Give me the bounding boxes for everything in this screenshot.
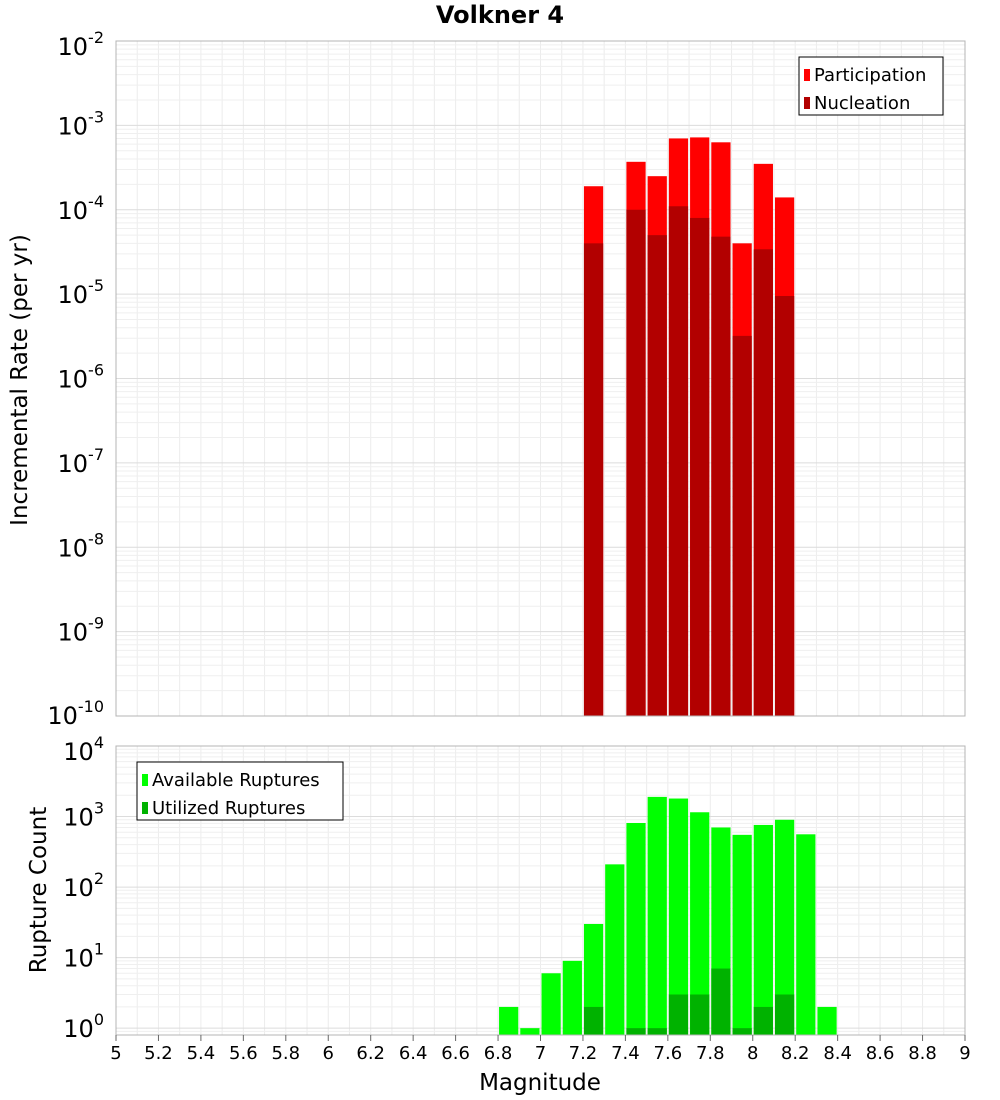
bar-available-ruptures <box>605 864 624 1035</box>
bar-nucleation <box>690 218 709 716</box>
y-tick-label: 10-8 <box>58 529 105 562</box>
bar-available-ruptures <box>796 834 815 1035</box>
x-tick-label: 7 <box>535 1043 546 1064</box>
top-plot-area: 10-10 10-9 10-8 10-7 10-6 10-5 10-4 10-3 10-2 Par… <box>47 28 965 730</box>
y-tick-labels: 100 101 102 103 104 <box>63 733 104 1043</box>
bar-available-ruptures <box>648 797 667 1035</box>
legend-swatch <box>142 774 148 786</box>
x-tick-label: 7.6 <box>654 1043 683 1064</box>
legend: Available Ruptures Utilized Ruptures <box>137 762 343 820</box>
x-tick-label: 5.2 <box>144 1043 173 1064</box>
y-tick-label: 104 <box>63 733 104 766</box>
bar-available-ruptures <box>499 1007 518 1035</box>
x-tick-label: 6.6 <box>441 1043 470 1064</box>
y-tick-label: 10-2 <box>58 28 105 61</box>
bar-nucleation <box>648 235 667 716</box>
bar-utilized-ruptures <box>690 995 709 1035</box>
x-tick-label: 6 <box>323 1043 334 1064</box>
grid-lines <box>116 41 965 716</box>
x-tick-label: 7.8 <box>696 1043 725 1064</box>
bar-nucleation <box>711 237 730 716</box>
bar-utilized-ruptures <box>626 1028 645 1035</box>
x-tick-labels: 5 5.2 5.4 5.6 5.8 6 6.2 6.4 6.6 6.8 7 7.2 7.4 7.6 7.8 8… <box>110 1035 970 1064</box>
legend-swatch <box>804 69 810 81</box>
x-tick-label: 7.4 <box>611 1043 640 1064</box>
x-tick-label: 8.2 <box>781 1043 810 1064</box>
x-tick-label: 8 <box>747 1043 758 1064</box>
bar-utilized-ruptures <box>733 1028 752 1035</box>
y-tick-label: 10-7 <box>58 445 105 478</box>
bar-available-ruptures <box>754 825 773 1035</box>
x-axis-label: Magnitude <box>479 1070 601 1096</box>
bar-available-ruptures <box>817 1007 836 1035</box>
x-tick-label: 8.4 <box>823 1043 852 1064</box>
y-tick-label: 10-10 <box>47 697 104 730</box>
top-y-axis-label: Incremental Rate (per yr) <box>7 234 33 526</box>
x-tick-label: 5.8 <box>271 1043 300 1064</box>
x-tick-label: 6.4 <box>399 1043 428 1064</box>
y-tick-label: 10-5 <box>58 276 105 309</box>
bar-available-ruptures <box>542 973 561 1035</box>
chart-title: Volkner 4 <box>436 1 564 29</box>
legend-label: Available Ruptures <box>152 770 320 791</box>
chart-figure: Volkner 4 Incremental Rate (per yr) Rupt… <box>0 0 1000 1100</box>
x-tick-label: 7.2 <box>569 1043 598 1064</box>
y-tick-label: 10-9 <box>58 614 105 647</box>
y-tick-label: 101 <box>63 940 104 973</box>
legend: Participation Nucleation <box>799 57 943 115</box>
bar-utilized-ruptures <box>584 1007 603 1035</box>
bar-available-ruptures <box>733 835 752 1035</box>
x-tick-label: 5.6 <box>229 1043 258 1064</box>
bar-nucleation <box>733 336 752 716</box>
x-tick-label: 6.8 <box>484 1043 513 1064</box>
bottom-y-axis-label: Rupture Count <box>26 807 52 973</box>
y-tick-label: 100 <box>63 1010 104 1043</box>
y-tick-label: 102 <box>63 869 104 902</box>
legend-label: Participation <box>814 65 926 86</box>
bar-nucleation <box>626 210 645 716</box>
y-tick-label: 10-3 <box>58 107 105 140</box>
y-tick-label: 10-4 <box>58 192 105 225</box>
bar-available-ruptures <box>520 1028 539 1035</box>
x-tick-label: 5 <box>110 1043 121 1064</box>
x-tick-label: 9 <box>959 1043 970 1064</box>
y-tick-labels: 10-10 10-9 10-8 10-7 10-6 10-5 10-4 10-3 10-2 <box>47 28 104 730</box>
x-tick-label: 5.4 <box>187 1043 216 1064</box>
bar-nucleation <box>775 296 794 716</box>
bar-available-ruptures <box>563 961 582 1035</box>
y-tick-label: 10-6 <box>58 361 105 394</box>
bar-available-ruptures <box>626 823 645 1035</box>
legend-swatch <box>804 97 810 109</box>
bar-nucleation <box>584 243 603 716</box>
legend-label: Nucleation <box>814 93 910 114</box>
bar-utilized-ruptures <box>669 995 688 1035</box>
bar-nucleation <box>669 206 688 716</box>
bar-utilized-ruptures <box>775 995 794 1035</box>
legend-swatch <box>142 802 148 814</box>
bar-utilized-ruptures <box>754 1007 773 1035</box>
x-tick-label: 8.6 <box>866 1043 895 1064</box>
bottom-plot-area: 100 101 102 103 104 Available Ruptures Utilize… <box>63 733 965 1043</box>
bar-nucleation <box>754 249 773 716</box>
x-tick-label: 6.2 <box>356 1043 385 1064</box>
y-tick-label: 103 <box>63 799 104 832</box>
legend-label: Utilized Ruptures <box>152 798 305 819</box>
x-tick-label: 8.8 <box>908 1043 937 1064</box>
bar-utilized-ruptures <box>648 1028 667 1035</box>
bar-utilized-ruptures <box>711 969 730 1035</box>
